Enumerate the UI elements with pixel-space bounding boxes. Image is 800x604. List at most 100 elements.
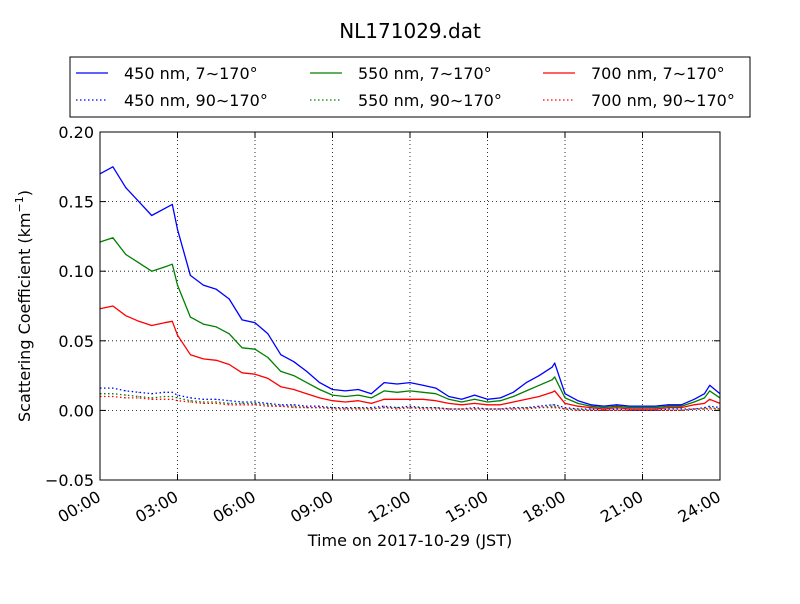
series-point: [151, 324, 153, 327]
series-point: [641, 408, 644, 410]
series-point: [151, 397, 153, 399]
series-point: [709, 398, 711, 400]
series-point: [435, 387, 437, 389]
series-point: [525, 390, 527, 392]
series-point: [422, 408, 424, 410]
series-point: [474, 394, 476, 396]
series-point: [176, 394, 179, 396]
series-point: [590, 404, 592, 406]
series-point: [590, 408, 592, 410]
legend-items: 450 nm, 7∼170° 550 nm, 7∼170° 700 nm, 7∼17…: [76, 64, 735, 110]
series-point: [709, 390, 711, 392]
series-point: [448, 408, 450, 410]
series-point: [202, 398, 204, 400]
series-point: [554, 362, 556, 364]
series-point: [164, 208, 166, 210]
series-point: [280, 405, 282, 407]
y-tick-label: 0.15: [58, 193, 94, 212]
series-point: [189, 274, 191, 276]
series-point: [512, 408, 514, 410]
series-layer: [99, 166, 721, 412]
series-point: [577, 400, 579, 402]
series-point: [564, 397, 566, 399]
series-point: [680, 408, 682, 410]
x-tick-label: 06:00: [210, 487, 259, 527]
legend-label: 700 nm, 90∼170°: [591, 91, 735, 110]
series-point: [254, 404, 256, 406]
series-point: [254, 373, 256, 375]
series-point: [538, 407, 540, 409]
series-point: [280, 404, 282, 406]
series-point: [461, 404, 463, 406]
series-point: [319, 397, 321, 399]
y-tick-label: 0.20: [58, 123, 94, 142]
chart-title: NL171029.dat: [339, 19, 481, 43]
series-point: [319, 382, 321, 384]
series-point: [171, 263, 173, 265]
series-point: [151, 214, 153, 217]
series-point: [641, 409, 644, 411]
series-point: [344, 401, 346, 403]
series-point: [344, 390, 346, 392]
series-point: [241, 319, 243, 321]
series-point: [422, 398, 424, 400]
series-point: [525, 398, 527, 400]
series-point: [383, 382, 385, 384]
series-point: [667, 409, 669, 411]
series-point: [474, 408, 476, 410]
series-point: [112, 387, 114, 389]
series-point: [293, 361, 295, 363]
series-point: [551, 407, 553, 409]
series-point: [474, 407, 476, 409]
series-point: [461, 401, 463, 403]
series-point: [215, 359, 217, 361]
series-point: [138, 201, 140, 203]
series-point: [241, 401, 243, 403]
series-point: [228, 363, 230, 366]
series-point: [551, 405, 553, 407]
series-point: [461, 398, 463, 400]
series-point: [125, 253, 127, 256]
series-point: [306, 405, 308, 407]
series-point: [693, 408, 695, 410]
series-point: [125, 315, 127, 317]
series-point: [267, 377, 269, 379]
legend-label: 550 nm, 7∼170°: [358, 64, 492, 83]
series-point: [189, 401, 191, 403]
series-point: [512, 395, 514, 398]
series-point: [499, 404, 501, 406]
series-point: [512, 407, 514, 409]
series-point: [293, 407, 295, 409]
series-point: [654, 409, 657, 411]
series-point: [551, 379, 553, 381]
series-point: [370, 393, 372, 395]
series-point: [486, 401, 489, 403]
series-point: [319, 405, 321, 407]
series-point: [267, 405, 269, 407]
y-tick-label: 0.10: [58, 262, 94, 281]
series-point: [202, 358, 204, 360]
series-point: [319, 407, 321, 409]
y-tick-label: −0.05: [45, 471, 94, 490]
series-point: [306, 370, 308, 372]
series-point: [176, 397, 179, 399]
series-point: [280, 354, 282, 356]
series-point: [654, 408, 657, 410]
series-point: [422, 391, 424, 393]
y-axis-label-close: ): [15, 190, 34, 196]
series-point: [171, 391, 173, 393]
series-point: [564, 402, 566, 404]
series-point: [125, 394, 127, 396]
x-tick-label: 03:00: [132, 487, 181, 527]
series-point: [241, 402, 243, 404]
series-point: [474, 398, 476, 400]
series-point: [164, 395, 166, 398]
series-point: [603, 408, 605, 410]
series-point: [241, 347, 243, 349]
series-line-700-7-170-solid: [99, 305, 721, 410]
series-point: [474, 402, 476, 404]
series-point: [554, 407, 556, 409]
series-point: [228, 298, 230, 300]
